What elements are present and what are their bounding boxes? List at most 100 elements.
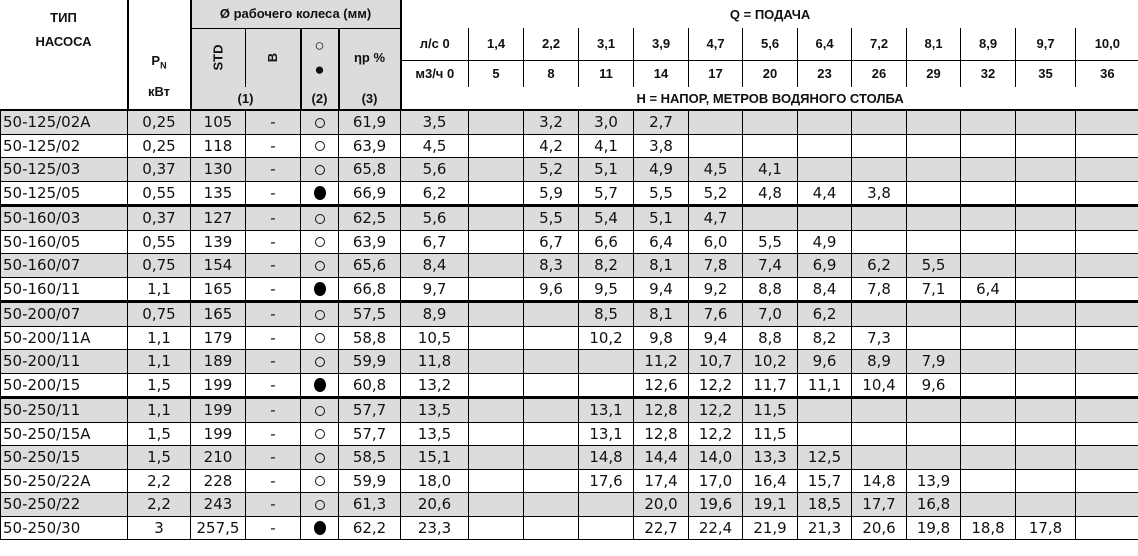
head-value-cell	[468, 300, 525, 327]
head-value-cell: 6,9	[797, 253, 853, 278]
pump-type-cell: 50-125/02	[0, 133, 128, 158]
std-header: STD	[190, 28, 246, 87]
head-value-cell: 5,2	[688, 180, 744, 206]
b-diameter-cell: -	[245, 300, 301, 327]
head-value-cell	[1015, 109, 1077, 135]
head-value-cell: 7,9	[906, 349, 962, 374]
head-value-cell	[468, 349, 525, 374]
head-value-cell	[1015, 157, 1077, 182]
flow-ls-cell: л/с 0	[400, 28, 469, 61]
head-value-cell: 7,3	[851, 325, 908, 350]
head-value-cell	[960, 492, 1017, 517]
flow-ls-cell: 8,1	[906, 28, 961, 61]
table-row: 50-125/05 0,55 135- 66,9 6,2 5,9 5,7 5,5 5,2 4,8 4…	[0, 180, 1138, 206]
pump-type-cell: 50-125/03	[0, 157, 128, 182]
b-diameter-cell: -	[245, 180, 301, 206]
head-value-cell	[468, 253, 525, 278]
head-value-cell: 9,8	[633, 325, 690, 350]
mark-cell	[300, 492, 339, 517]
flow-m3h-cell: 32	[960, 60, 1016, 87]
head-value-cell	[960, 109, 1017, 135]
efficiency-cell: 61,3	[337, 492, 402, 517]
efficiency-header: ηр %	[338, 28, 402, 87]
head-value-cell: 11,5	[742, 421, 799, 446]
open-circle-icon	[314, 333, 325, 344]
head-value-cell	[523, 372, 580, 398]
open-circle-icon	[314, 260, 325, 271]
pump-type-cell: 50-160/03	[0, 204, 128, 231]
head-value-cell: 3,8	[851, 180, 908, 206]
head-value-cell	[960, 396, 1017, 423]
head-value-cell	[851, 300, 908, 327]
flow-ls-cell: 3,1	[578, 28, 634, 61]
head-value-cell: 11,7	[742, 372, 799, 398]
table-row: 50-160/03 0,37 127- 62,5 5,6 5,5 5,4 5,1 4,7	[0, 204, 1138, 231]
head-value-cell	[1075, 276, 1138, 302]
std-diameter-cell: 165	[190, 276, 246, 302]
head-value-cell	[468, 109, 525, 135]
open-circle-icon	[314, 452, 325, 463]
head-value-cell	[960, 300, 1017, 327]
head-value-cell	[906, 180, 962, 206]
efficiency-cell: 63,9	[337, 229, 402, 254]
std-diameter-cell: 127	[190, 204, 246, 231]
mark-cell	[300, 253, 339, 278]
head-value-cell	[797, 396, 853, 423]
head-value-cell: 9,7	[400, 276, 470, 302]
std-label: STD	[210, 44, 226, 71]
head-value-cell	[742, 109, 799, 135]
head-value-cell	[523, 468, 580, 493]
head-value-cell	[1075, 515, 1138, 540]
head-value-cell	[468, 133, 525, 158]
std-diameter-cell: 154	[190, 253, 246, 278]
flow-header: Q = ПОДАЧА	[729, 6, 811, 22]
head-value-cell	[523, 396, 580, 423]
flow-m3h-cell: 35	[1015, 60, 1076, 87]
head-value-cell	[1015, 492, 1077, 517]
open-circle-icon	[314, 237, 325, 248]
head-value-cell: 17,8	[1015, 515, 1077, 540]
head-value-cell	[960, 468, 1017, 493]
head-value-cell	[1075, 349, 1138, 374]
head-value-cell	[960, 133, 1017, 158]
b-diameter-cell: -	[245, 276, 301, 302]
head-value-cell: 17,4	[633, 468, 690, 493]
head-value-cell	[578, 372, 635, 398]
flow-m3h-cell: 5	[468, 60, 524, 87]
head-value-cell	[797, 109, 853, 135]
power-sub: N	[160, 61, 167, 71]
head-value-cell: 4,8	[742, 180, 799, 206]
mark-cell	[300, 396, 339, 423]
efficiency-cell: 66,9	[337, 180, 402, 206]
head-value-cell: 6,7	[523, 229, 580, 254]
head-value-cell	[797, 157, 853, 182]
head-value-cell	[797, 421, 853, 446]
table-row: 50-250/22A 2,2 228- 59,9 18,0 17,6 17,4 17,0 16,…	[0, 468, 1138, 493]
power-cell: 0,25	[127, 133, 191, 158]
head-value-cell: 8,2	[797, 325, 853, 350]
b-diameter-cell: -	[245, 133, 301, 158]
pump-type-cell: 50-250/15	[0, 445, 128, 470]
head-value-cell: 6,4	[960, 276, 1017, 302]
head-value-cell: 5,5	[523, 204, 580, 231]
head-value-cell	[1075, 109, 1138, 135]
head-value-cell	[523, 492, 580, 517]
open-circle-icon	[314, 117, 325, 128]
power-cell: 0,75	[127, 253, 191, 278]
std-diameter-cell: 135	[190, 180, 246, 206]
head-value-cell	[523, 445, 580, 470]
head-value-cell	[523, 325, 580, 350]
b-diameter-cell: -	[245, 492, 301, 517]
flow-ls-cell: 5,6	[742, 28, 798, 61]
head-value-cell: 5,1	[633, 204, 690, 231]
mark-cell	[300, 157, 339, 182]
std-diameter-cell: 257,5	[190, 515, 246, 540]
head-value-cell	[960, 180, 1017, 206]
std-diameter-cell: 130	[190, 157, 246, 182]
std-diameter-cell: 228	[190, 468, 246, 493]
head-value-cell	[1015, 445, 1077, 470]
head-value-cell	[688, 133, 744, 158]
power-cell: 0,37	[127, 157, 191, 182]
pump-type-cell: 50-200/11	[0, 349, 128, 374]
head-value-cell: 6,0	[688, 229, 744, 254]
